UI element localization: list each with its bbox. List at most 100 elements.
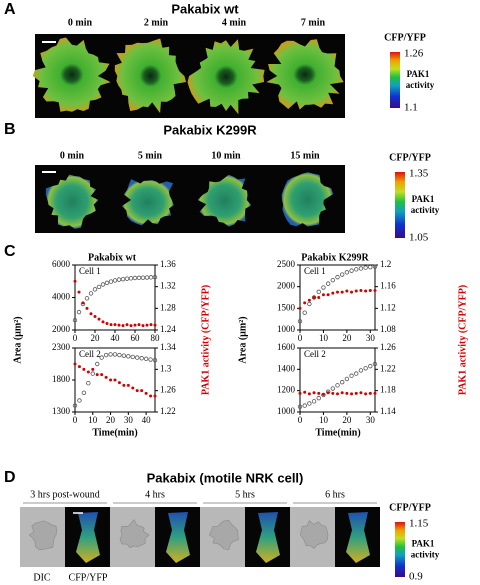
y-tick-label: 1400 xyxy=(277,363,296,373)
data-point xyxy=(144,391,148,395)
content: A Pakabix wt B Pakabix K299R C Pakabix w… xyxy=(4,1,468,583)
data-point xyxy=(364,289,368,293)
data-point xyxy=(312,391,316,395)
y2-tick-label: 1.34 xyxy=(160,342,176,352)
y2-tick-label: 1.28 xyxy=(160,302,176,312)
y-tick-label: 4000 xyxy=(52,292,71,302)
data-point xyxy=(358,368,364,373)
data-point xyxy=(325,281,331,286)
colorbar xyxy=(390,52,400,108)
data-point xyxy=(100,282,106,287)
data-point xyxy=(92,287,98,292)
data-point xyxy=(368,391,372,395)
data-point xyxy=(340,290,344,294)
data-point xyxy=(86,370,90,374)
time-label: 0 min xyxy=(68,17,93,28)
annotation: Cell 1 xyxy=(304,266,326,276)
cell-image xyxy=(121,179,174,226)
y2-tick-label: 1.08 xyxy=(380,324,396,334)
data-point xyxy=(141,324,145,328)
data-point xyxy=(302,403,307,408)
data-point xyxy=(100,373,104,377)
data-point xyxy=(129,324,133,328)
y2-axis-label: PAK1 activity (CFP/YFP) xyxy=(200,285,211,395)
panel-label: D xyxy=(4,469,16,486)
data-point xyxy=(368,288,372,292)
data-point xyxy=(89,312,93,316)
y-tick-label: 1300 xyxy=(52,406,71,416)
panel-label: C xyxy=(4,243,16,260)
fret-cell xyxy=(76,512,100,563)
panel-title: Pakabix (motile NRK cell) xyxy=(147,470,304,485)
data-point xyxy=(316,289,321,295)
y-tick-label: 2000 xyxy=(52,324,71,334)
data-point xyxy=(121,353,127,358)
x-axis-label: Time(min) xyxy=(315,427,360,438)
data-point xyxy=(105,322,109,325)
data-point xyxy=(303,390,307,394)
y-tick-label: 6000 xyxy=(52,259,71,269)
data-point xyxy=(85,306,89,310)
data-point xyxy=(108,279,114,284)
colorbar-title: CFP/YFP xyxy=(389,502,431,513)
data-point xyxy=(130,354,135,360)
colorbar-title: CFP/YFP xyxy=(384,32,426,43)
x-tick-label: 80 xyxy=(151,333,161,343)
data-point xyxy=(373,288,377,292)
x-tick-label: 10 xyxy=(319,415,329,425)
data-point xyxy=(97,317,101,321)
cell-image xyxy=(266,39,344,110)
data-point xyxy=(81,390,87,395)
data-point xyxy=(77,290,81,294)
data-point xyxy=(108,352,113,357)
data-point xyxy=(349,373,354,378)
data-point xyxy=(311,295,317,300)
x-tick-label: 0 xyxy=(298,415,303,425)
data-point xyxy=(331,391,335,395)
data-point xyxy=(101,320,105,324)
data-point xyxy=(140,275,146,280)
data-point xyxy=(330,386,336,391)
cell-image xyxy=(197,174,252,227)
data-point xyxy=(77,365,81,369)
x-tick-label: 40 xyxy=(142,415,152,425)
data-point xyxy=(90,371,95,376)
data-point xyxy=(363,265,368,270)
data-point xyxy=(95,373,99,377)
data-point xyxy=(345,391,349,395)
data-point xyxy=(349,268,354,273)
y-tick-label: 1000 xyxy=(277,406,296,416)
data-point xyxy=(135,389,139,393)
fret-cell xyxy=(346,512,370,563)
data-point xyxy=(336,392,339,396)
time-label: 15 min xyxy=(290,150,320,161)
data-point xyxy=(368,264,373,270)
data-point xyxy=(128,276,134,281)
x-tick-label: 20 xyxy=(342,415,352,425)
data-point xyxy=(340,391,344,395)
data-point xyxy=(103,352,109,358)
data-point xyxy=(345,289,349,293)
x-tick-label: 40 xyxy=(111,333,121,343)
data-point xyxy=(88,291,94,296)
data-point xyxy=(364,392,368,396)
data-point xyxy=(307,392,311,396)
time-label: 2 min xyxy=(144,17,169,28)
data-point xyxy=(354,391,358,395)
data-point xyxy=(136,275,142,281)
panel-title: Pakabix wt xyxy=(171,1,239,16)
colorbar-label: activity xyxy=(411,205,440,215)
colorbar-min: 0.9 xyxy=(409,571,423,583)
data-point xyxy=(104,375,108,379)
fret-cell xyxy=(256,512,280,563)
data-point xyxy=(113,323,117,327)
data-point xyxy=(112,352,118,357)
y2-tick-label: 1.24 xyxy=(160,324,176,334)
data-point xyxy=(117,323,121,327)
data-point xyxy=(312,296,316,299)
data-point xyxy=(148,275,154,280)
data-point xyxy=(126,383,130,387)
data-point xyxy=(122,383,126,387)
data-point xyxy=(124,276,130,281)
data-point xyxy=(73,279,77,283)
